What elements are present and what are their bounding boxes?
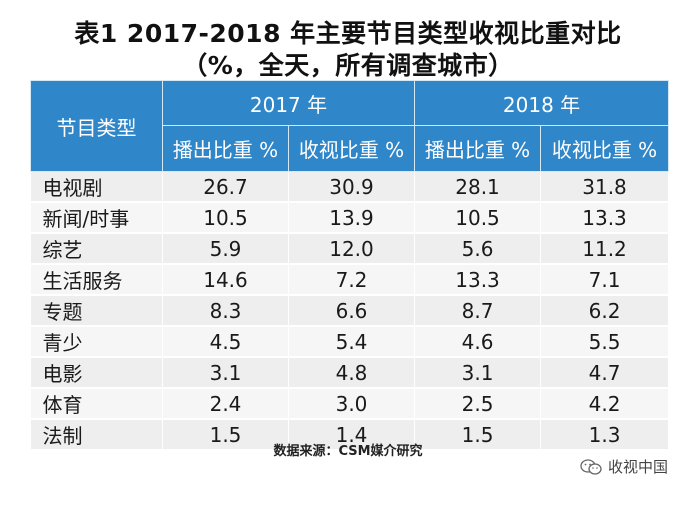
table-body: 电视剧 26.7 30.9 28.1 31.8 新闻/时事 10.5 13.9 10.5 13.3…	[30, 171, 670, 451]
table-cell: 1.3	[540, 419, 670, 451]
table-cell: 1.5	[414, 419, 542, 451]
table-cell: 4.8	[288, 357, 416, 389]
table-cell: 26.7	[162, 171, 289, 203]
row-category: 青少	[30, 326, 163, 358]
table-cell: 5.6	[414, 233, 542, 265]
table-cell: 2.5	[414, 388, 542, 420]
table-row: 电影 3.1 4.8 3.1 4.7	[30, 357, 670, 389]
watermark: 收视中国	[580, 456, 668, 477]
row-category: 体育	[30, 388, 163, 420]
row-category: 新闻/时事	[30, 202, 163, 234]
table-cell: 7.1	[540, 264, 670, 296]
chart-subtitle: （%，全天，所有调查城市）	[182, 51, 514, 80]
table-row: 综艺 5.9 12.0 5.6 11.2	[30, 233, 670, 265]
table-cell: 2.4	[162, 388, 289, 420]
table-row: 新闻/时事 10.5 13.9 10.5 13.3	[30, 202, 670, 234]
table-cell: 6.2	[540, 295, 670, 327]
table-cell: 3.1	[162, 357, 289, 389]
table-cell: 28.1	[414, 171, 542, 203]
chart-title: 表1 2017-2018 年主要节目类型收视比重对比	[74, 19, 622, 48]
table-cell: 11.2	[540, 233, 670, 265]
table-cell: 12.0	[288, 233, 416, 265]
table-cell: 4.5	[162, 326, 289, 358]
header-2017-viewing-share: 收视比重 %	[287, 125, 416, 172]
table-cell: 8.3	[162, 295, 289, 327]
table-row: 生活服务 14.6 7.2 13.3 7.1	[30, 264, 670, 296]
table-row: 电视剧 26.7 30.9 28.1 31.8	[30, 171, 670, 203]
row-category: 电影	[30, 357, 163, 389]
header-year-2018: 2018 年	[414, 80, 670, 126]
table-cell: 5.5	[540, 326, 670, 358]
header-program-type: 节目类型	[30, 80, 163, 172]
table-cell: 4.6	[414, 326, 542, 358]
watermark-text: 收视中国	[607, 458, 668, 476]
row-category: 电视剧	[30, 171, 163, 203]
table-row: 体育 2.4 3.0 2.5 4.2	[30, 388, 670, 420]
table-cell: 7.2	[288, 264, 416, 296]
table-cell: 31.8	[540, 171, 670, 203]
table-cell: 30.9	[288, 171, 416, 203]
table-cell: 4.2	[540, 388, 670, 420]
row-category: 法制	[30, 419, 163, 451]
table-cell: 5.9	[162, 233, 289, 265]
wechat-icon	[580, 458, 602, 476]
data-table: 节目类型 2017 年 2018 年 播出比重 % 收视比重 % 播出比重 % …	[30, 80, 670, 451]
table-row: 专题 8.3 6.6 8.7 6.2	[30, 295, 670, 327]
table-cell: 4.7	[540, 357, 670, 389]
table-cell: 14.6	[162, 264, 289, 296]
row-category: 综艺	[30, 233, 163, 265]
table-cell: 10.5	[414, 202, 542, 234]
table-cell: 3.1	[414, 357, 542, 389]
table-row: 青少 4.5 5.4 4.6 5.5	[30, 326, 670, 358]
table-cell: 6.6	[288, 295, 416, 327]
table-row: 法制 1.5 1.4 1.5 1.3	[30, 419, 670, 451]
table-cell: 3.0	[288, 388, 416, 420]
table-cell: 5.4	[288, 326, 416, 358]
table-cell: 13.9	[288, 202, 416, 234]
table-cell: 13.3	[540, 202, 670, 234]
table-cell: 1.5	[162, 419, 289, 451]
table-cell: 10.5	[162, 202, 289, 234]
table-cell: 1.4	[288, 419, 416, 451]
row-category: 生活服务	[30, 264, 163, 296]
source-note: 数据来源：CSM媒介研究	[273, 444, 423, 459]
row-category: 专题	[30, 295, 163, 327]
header-2017-broadcast-share: 播出比重 %	[162, 125, 289, 172]
header-2018-viewing-share: 收视比重 %	[540, 125, 670, 172]
table-cell: 8.7	[414, 295, 542, 327]
header-year-2017: 2017 年	[161, 80, 416, 126]
header-2018-broadcast-share: 播出比重 %	[414, 125, 542, 172]
table-cell: 13.3	[414, 264, 542, 296]
